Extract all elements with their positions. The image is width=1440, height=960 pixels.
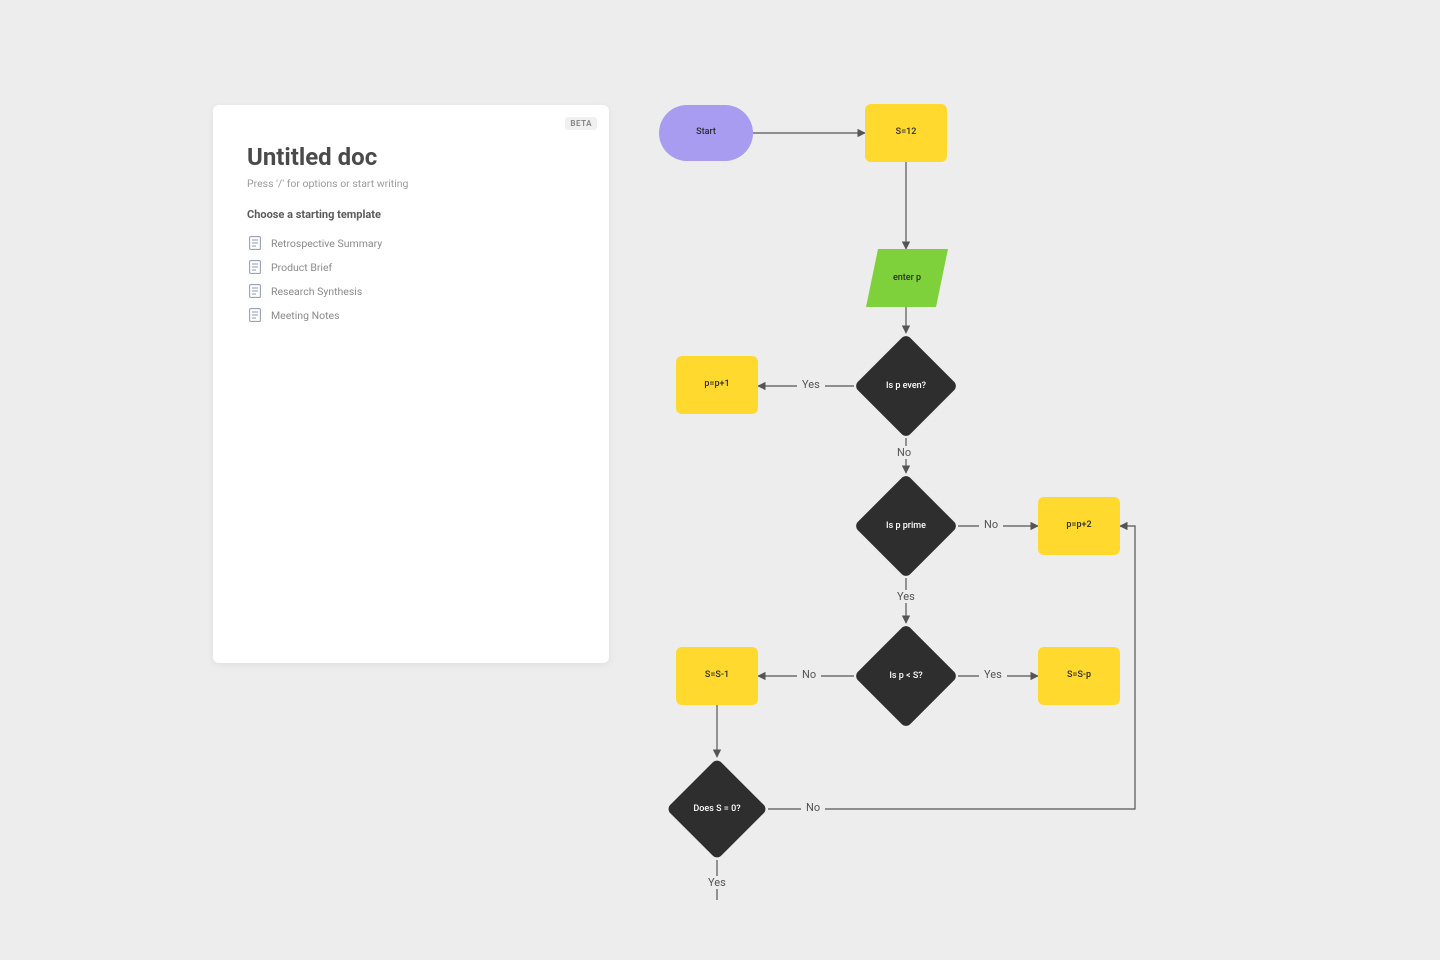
flow-node-label: S=S-p bbox=[1067, 671, 1091, 681]
flow-node-label: p=p+1 bbox=[704, 380, 729, 390]
flow-node-label: S=12 bbox=[896, 128, 917, 138]
flow-node-label: Does S = 0? bbox=[681, 773, 753, 845]
flow-node-label: S=S-1 bbox=[705, 671, 729, 681]
template-icon bbox=[249, 308, 261, 322]
flow-node-pp1[interactable]: p=p+1 bbox=[676, 356, 758, 414]
template-item-label: Meeting Notes bbox=[271, 309, 340, 322]
template-heading: Choose a starting template bbox=[247, 208, 575, 221]
flow-edge-label: No bbox=[979, 518, 1003, 531]
flow-edge-label: No bbox=[797, 668, 821, 681]
template-item[interactable]: Meeting Notes bbox=[247, 303, 575, 327]
doc-hint: Press '/' for options or start writing bbox=[247, 177, 575, 190]
flow-node-label: Is p even? bbox=[869, 349, 943, 423]
template-item[interactable]: Retrospective Summary bbox=[247, 231, 575, 255]
flow-node-start[interactable]: Start bbox=[659, 105, 753, 161]
template-item[interactable]: Research Synthesis bbox=[247, 279, 575, 303]
flow-edge-label: Yes bbox=[892, 590, 920, 603]
canvas: BETA Untitled doc Press '/' for options … bbox=[0, 0, 1440, 960]
flow-node-plts[interactable]: Is p < S? bbox=[869, 639, 943, 713]
doc-title[interactable]: Untitled doc bbox=[247, 143, 575, 171]
flow-node-label: Is p prime bbox=[869, 489, 943, 563]
flow-node-pp2[interactable]: p=p+2 bbox=[1038, 497, 1120, 555]
flow-node-enterp[interactable]: enter p bbox=[866, 249, 948, 307]
template-item-label: Research Synthesis bbox=[271, 285, 362, 298]
flow-node-label: enter p bbox=[866, 249, 948, 307]
flow-edge-label: Yes bbox=[703, 876, 731, 889]
template-item[interactable]: Product Brief bbox=[247, 255, 575, 279]
template-item-label: Retrospective Summary bbox=[271, 237, 382, 250]
flow-edge-label: No bbox=[892, 446, 916, 459]
flow-node-label: Start bbox=[696, 128, 716, 138]
flow-edge-label: Yes bbox=[797, 378, 825, 391]
flow-node-ssp[interactable]: S=S-p bbox=[1038, 647, 1120, 705]
beta-badge: BETA bbox=[565, 117, 597, 130]
template-icon bbox=[249, 236, 261, 250]
template-item-label: Product Brief bbox=[271, 261, 332, 274]
template-icon bbox=[249, 260, 261, 274]
flow-node-s0[interactable]: Does S = 0? bbox=[681, 773, 753, 845]
template-list: Retrospective Summary Product Brief Rese… bbox=[247, 231, 575, 327]
flow-edge-label: Yes bbox=[979, 668, 1007, 681]
flow-node-pevenq[interactable]: Is p even? bbox=[869, 349, 943, 423]
flow-node-s12[interactable]: S=12 bbox=[865, 104, 947, 162]
flow-node-pprime[interactable]: Is p prime bbox=[869, 489, 943, 563]
document-card[interactable]: BETA Untitled doc Press '/' for options … bbox=[213, 105, 609, 663]
flow-node-ss1[interactable]: S=S-1 bbox=[676, 647, 758, 705]
flow-node-label: p=p+2 bbox=[1066, 521, 1091, 531]
flow-edge-label: No bbox=[801, 801, 825, 814]
flow-node-label: Is p < S? bbox=[869, 639, 943, 713]
template-icon bbox=[249, 284, 261, 298]
